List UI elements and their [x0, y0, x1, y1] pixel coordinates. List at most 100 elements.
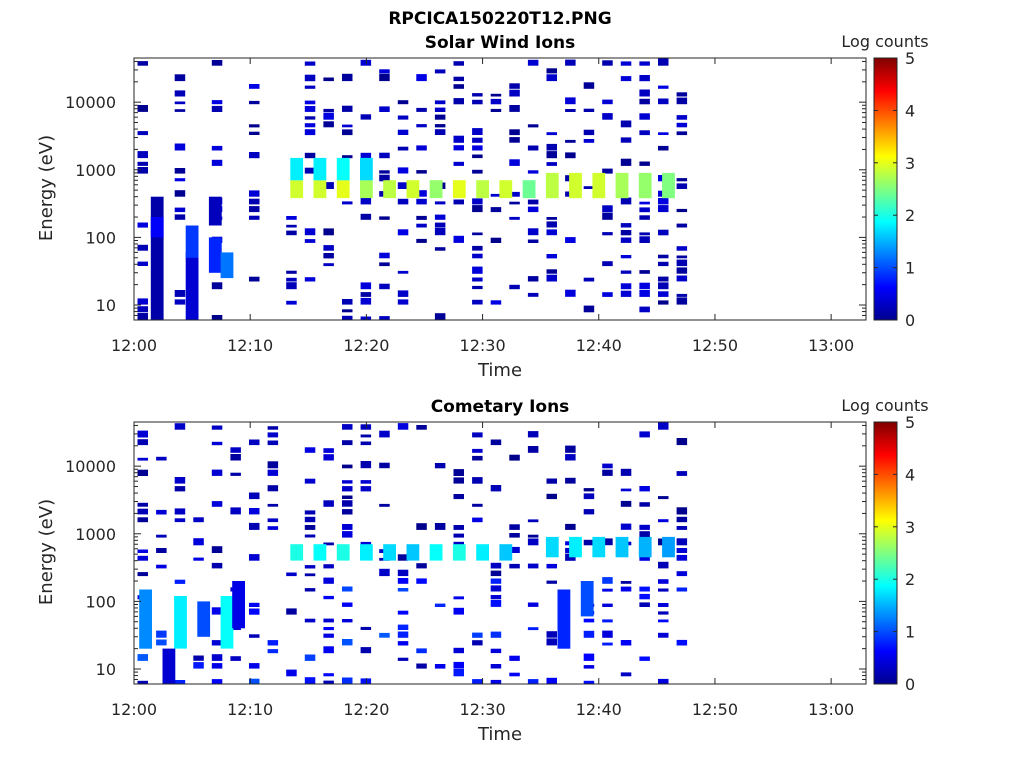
spectrogram-band: [452, 180, 466, 199]
spectrogram-cell: [509, 216, 520, 220]
spectrogram-cell: [490, 193, 502, 197]
spectrogram-cell: [416, 578, 427, 584]
spectrogram-cell: [416, 215, 427, 220]
spectrogram-cell: [620, 223, 632, 228]
spectrogram-cell: [490, 595, 502, 600]
spectrogram-cell: [472, 432, 483, 438]
spectrogram-cell: [434, 124, 446, 128]
spectrogram-cell: [360, 114, 372, 120]
spectrogram-band: [592, 172, 606, 199]
spectrogram-cell: [639, 531, 650, 538]
spectrogram-cell: [360, 59, 372, 66]
colorbar-tick-label: 2: [905, 206, 915, 225]
spectrogram-cell: [620, 586, 632, 592]
spectrogram-cell: [137, 572, 148, 577]
spectrogram-cell: [342, 639, 353, 646]
spectrogram-cell: [304, 74, 316, 82]
spectrogram-cell: [472, 154, 483, 159]
spectrogram-cell: [527, 199, 539, 205]
spectrogram-cell: [453, 669, 464, 677]
spectrogram-cell: [174, 190, 186, 197]
spectrogram-cell: [676, 538, 688, 546]
x-tick-label: 12:00: [111, 336, 157, 355]
spectrogram-cell: [676, 554, 688, 561]
spectrogram-cell: [379, 252, 390, 259]
spectrogram-band: [174, 596, 187, 649]
spectrogram-cell: [137, 105, 148, 112]
spectrogram-cell: [249, 276, 260, 282]
spectrogram-cell: [658, 85, 669, 89]
spectrogram-cell: [434, 201, 446, 205]
spectrogram-cell: [565, 523, 576, 530]
spectrogram-cells: [137, 58, 688, 320]
spectrogram-cell: [565, 237, 576, 243]
spectrogram-cell: [416, 124, 427, 128]
spectrogram-cell: [342, 309, 353, 313]
spectrogram-cell: [174, 109, 186, 112]
spectrogram-cell: [434, 107, 446, 112]
spectrogram-cell: [620, 120, 632, 128]
spectrogram-cell: [620, 137, 632, 143]
spectrogram-cell: [323, 673, 334, 677]
spectrogram-cell: [304, 129, 316, 136]
spectrogram-cell: [658, 561, 669, 569]
spectrogram-cell: [527, 534, 539, 538]
spectrogram-cell: [211, 679, 223, 684]
spectrogram-cell: [323, 595, 334, 600]
spectrogram-cell: [565, 152, 576, 159]
spectrogram-cell: [304, 677, 316, 684]
spectrogram-cell: [174, 680, 186, 684]
spectrogram-cell: [249, 124, 260, 128]
spectrogram-band: [290, 157, 304, 181]
spectrogram-cell: [397, 657, 409, 661]
spectrogram-cell: [639, 290, 650, 297]
spectrogram-cell: [342, 486, 353, 492]
y-tick-label: 10: [96, 660, 116, 679]
x-tick-label: 12:10: [227, 336, 273, 355]
spectrogram-cell: [323, 182, 334, 189]
spectrogram-cell: [174, 518, 186, 523]
panel-solar-wind-ions: Solar Wind Ions 12:00 12:10 12:20 12:30 12:4…: [36, 32, 929, 381]
spectrogram-cell: [323, 245, 334, 251]
spectrogram-cell: [527, 206, 539, 213]
spectrogram-cell: [267, 518, 279, 523]
spectrogram-cell: [658, 588, 669, 592]
spectrogram-cell: [676, 255, 688, 259]
spectrogram-cell: [602, 232, 613, 236]
spectrogram-cell: [658, 291, 669, 297]
spectrogram-cell: [397, 198, 409, 205]
y-tick-label: 1000: [75, 161, 116, 180]
spectrogram-band: [592, 536, 606, 558]
y-tick-label: 10000: [65, 457, 116, 476]
spectrogram-cell: [639, 555, 650, 561]
spectrogram-cell: [490, 578, 502, 584]
spectrogram-cell: [676, 92, 688, 97]
spectrogram-cell: [286, 669, 297, 677]
spectrogram-cell: [527, 145, 539, 151]
spectrogram-cell: [323, 112, 334, 120]
spectrogram-cell: [453, 76, 464, 82]
spectrogram-cell: [639, 89, 650, 97]
spectrogram-cell: [546, 162, 557, 166]
spectrogram-cell: [453, 98, 464, 105]
spectrogram-cell: [658, 205, 669, 213]
spectrogram-cell: [434, 664, 446, 669]
spectrogram-cell: [193, 517, 204, 523]
spectrogram-cell: [137, 131, 148, 136]
spectrogram-cell: [639, 232, 650, 236]
spectrogram-cell: [286, 224, 297, 228]
spectrogram-cell: [527, 59, 539, 66]
spectrogram-cell: [658, 229, 669, 236]
spectrogram-cell: [342, 586, 353, 592]
spectrogram-cell: [211, 663, 223, 669]
spectrogram-cell: [509, 159, 520, 166]
spectrogram-cell: [174, 477, 186, 484]
spectrogram-cell: [453, 84, 464, 89]
spectrogram-cell: [658, 282, 669, 290]
x-tick-label: 13:00: [808, 336, 854, 355]
spectrogram-cell: [676, 122, 688, 128]
y-tick-label: 100: [85, 228, 116, 247]
spectrogram-cell: [546, 221, 557, 228]
spectrogram-cell: [304, 167, 316, 174]
